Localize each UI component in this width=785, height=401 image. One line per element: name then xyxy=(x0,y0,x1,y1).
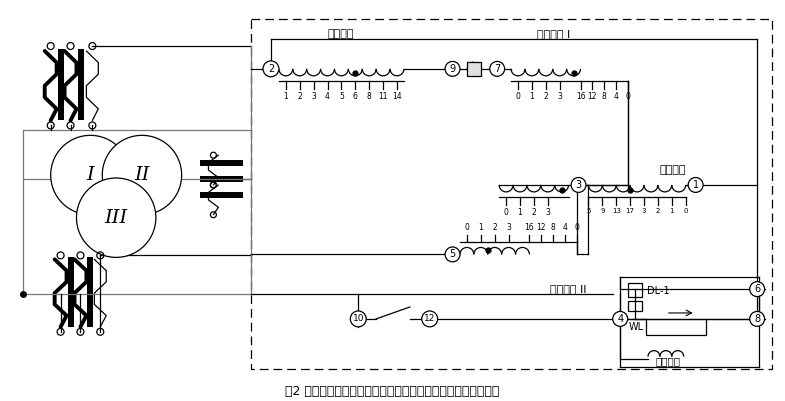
Text: 9: 9 xyxy=(450,64,455,74)
Text: 0: 0 xyxy=(516,92,520,101)
Text: 平衡绕组 I: 平衡绕组 I xyxy=(537,29,571,39)
Circle shape xyxy=(613,312,628,326)
Text: 6: 6 xyxy=(754,284,760,294)
Text: I: I xyxy=(86,166,94,184)
Text: 2: 2 xyxy=(298,92,302,101)
Text: 2: 2 xyxy=(655,208,660,214)
Text: 1: 1 xyxy=(517,208,522,217)
Text: 8: 8 xyxy=(367,92,371,101)
Text: 平衡绕组 II: 平衡绕组 II xyxy=(550,284,587,294)
Text: 4: 4 xyxy=(563,223,568,232)
Text: 8: 8 xyxy=(551,223,556,232)
Text: 5: 5 xyxy=(339,92,344,101)
Bar xyxy=(646,319,706,335)
Bar xyxy=(628,283,642,297)
Text: 0: 0 xyxy=(684,208,688,214)
Text: 3: 3 xyxy=(642,208,646,214)
Text: 制动绕组: 制动绕组 xyxy=(327,29,354,39)
Text: 11: 11 xyxy=(378,92,388,101)
Text: 6: 6 xyxy=(352,92,358,101)
Text: 12: 12 xyxy=(588,92,597,101)
Bar xyxy=(467,62,481,76)
Text: WL: WL xyxy=(629,322,644,332)
Text: 5: 5 xyxy=(586,208,590,214)
Text: 2: 2 xyxy=(531,208,536,217)
Text: 3: 3 xyxy=(506,223,511,232)
Text: 10: 10 xyxy=(352,314,364,323)
Text: 二次绕组: 二次绕组 xyxy=(655,356,681,367)
Text: 图2 继电器内部原理接线及保持三绕组电力变压器的原理接线图: 图2 继电器内部原理接线及保持三绕组电力变压器的原理接线图 xyxy=(285,385,499,398)
Text: 0: 0 xyxy=(504,208,509,217)
Text: 5: 5 xyxy=(449,249,455,259)
Text: 2: 2 xyxy=(492,223,497,232)
Text: 0: 0 xyxy=(626,92,630,101)
Text: 3: 3 xyxy=(557,92,562,101)
Circle shape xyxy=(688,178,703,192)
Text: 13: 13 xyxy=(612,208,621,214)
Text: 4: 4 xyxy=(325,92,330,101)
Text: III: III xyxy=(104,209,128,227)
Circle shape xyxy=(422,311,438,327)
Text: 8: 8 xyxy=(754,314,760,324)
Text: 16: 16 xyxy=(524,223,535,232)
Text: 7: 7 xyxy=(494,64,500,74)
Text: 4: 4 xyxy=(614,92,619,101)
Circle shape xyxy=(350,311,367,327)
Circle shape xyxy=(263,61,279,77)
Text: 1: 1 xyxy=(692,180,699,190)
Text: 工作绕组: 工作绕组 xyxy=(659,165,686,175)
Text: II: II xyxy=(134,166,150,184)
Text: 4: 4 xyxy=(617,314,623,324)
Circle shape xyxy=(750,312,765,326)
Circle shape xyxy=(445,247,460,262)
Circle shape xyxy=(571,178,586,192)
Text: 8: 8 xyxy=(602,92,607,101)
Text: 0: 0 xyxy=(575,223,579,232)
Text: 14: 14 xyxy=(392,92,402,101)
Text: 1: 1 xyxy=(283,92,288,101)
Text: 2: 2 xyxy=(543,92,548,101)
Circle shape xyxy=(445,61,460,76)
Bar xyxy=(628,301,642,311)
Text: 17: 17 xyxy=(626,208,634,214)
Text: 1: 1 xyxy=(478,223,484,232)
Text: 1: 1 xyxy=(530,92,535,101)
Text: 9: 9 xyxy=(600,208,604,214)
Circle shape xyxy=(490,61,505,76)
Text: 16: 16 xyxy=(575,92,586,101)
Text: 2: 2 xyxy=(268,64,274,74)
Text: 0: 0 xyxy=(465,223,469,232)
Text: 12: 12 xyxy=(537,223,546,232)
Circle shape xyxy=(76,178,156,257)
Circle shape xyxy=(102,136,181,215)
Text: 3: 3 xyxy=(546,208,550,217)
Circle shape xyxy=(51,136,130,215)
Text: 1: 1 xyxy=(670,208,674,214)
Text: 12: 12 xyxy=(424,314,436,323)
Text: 3: 3 xyxy=(575,180,582,190)
Text: 3: 3 xyxy=(311,92,316,101)
Text: DL-1: DL-1 xyxy=(647,286,670,296)
Circle shape xyxy=(750,282,765,297)
